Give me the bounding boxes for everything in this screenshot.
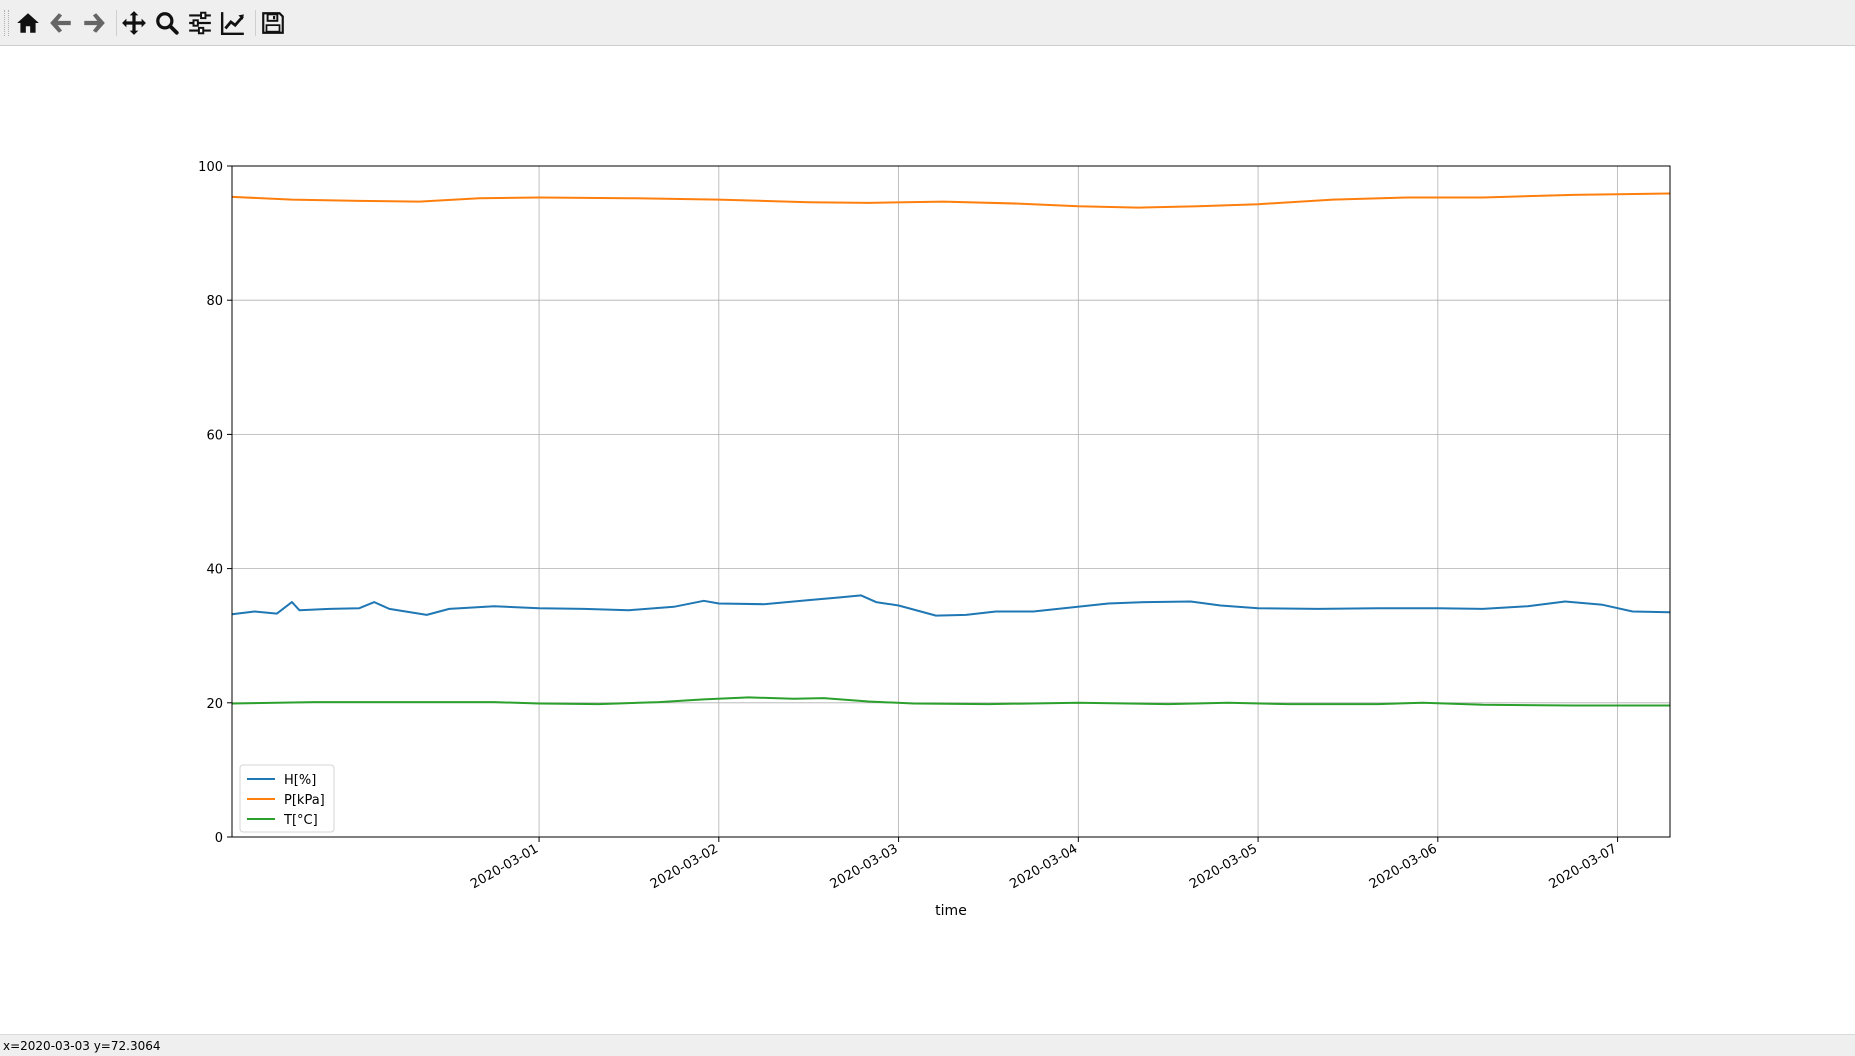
magnifier-icon [156, 12, 179, 35]
legend-entry-label: T[°C] [283, 813, 318, 828]
x-tick-label: 2020-03-07 [1547, 841, 1620, 892]
x-tick-label: 2020-03-04 [1007, 841, 1080, 892]
legend-box [239, 764, 335, 833]
x-tick-label: 2020-03-01 [468, 841, 541, 892]
line-chart: 2020-03-01 2020-03-02 2020-03-03 2020-03-04… [198, 160, 1671, 919]
legend-entry-label: H[%] [284, 773, 316, 788]
forward-button[interactable] [78, 7, 110, 39]
y-tick-label: 40 [206, 563, 223, 578]
x-axis-label: time [935, 903, 967, 919]
legend-entry-label: P[kPa] [284, 793, 325, 808]
pan-button[interactable] [118, 7, 150, 39]
chart-line-icon [220, 12, 244, 36]
back-button[interactable] [45, 7, 77, 39]
save-button[interactable] [257, 7, 289, 39]
floppy-disk-icon [262, 12, 284, 34]
arrow-left-icon [50, 13, 71, 33]
toolbar-separator [116, 10, 117, 36]
figure-canvas[interactable]: 2020-03-01 2020-03-02 2020-03-03 2020-03-04… [0, 47, 1855, 1034]
toolbar-separator [255, 10, 256, 36]
toolbar-grip [4, 10, 9, 36]
series-line-temperature [231, 696, 1670, 707]
toolbar [0, 0, 1855, 46]
home-button[interactable] [12, 7, 44, 39]
x-tick-label: 2020-03-05 [1187, 841, 1260, 892]
y-tick-label: 80 [206, 294, 223, 309]
cursor-coordinates: x=2020-03-03 y=72.3064 [3, 1039, 161, 1053]
y-tick-label: 60 [206, 428, 223, 443]
arrow-right-icon [84, 13, 105, 33]
y-tick-label: 20 [206, 697, 223, 712]
x-tick-label: 2020-03-02 [648, 841, 721, 892]
x-tick-label: 2020-03-06 [1367, 841, 1440, 892]
x-tick-label: 2020-03-03 [828, 841, 901, 892]
configure-subplots-button[interactable] [184, 7, 216, 39]
plot-frame [231, 165, 1671, 838]
home-icon [17, 13, 39, 33]
edit-axis-button[interactable] [217, 7, 249, 39]
move-icon [122, 11, 146, 35]
series-line-humidity [231, 594, 1671, 617]
plot-area [232, 166, 1670, 837]
sliders-icon [189, 11, 211, 35]
y-tick-label: 100 [198, 160, 223, 175]
series-line-pressure [231, 192, 1671, 209]
y-tick-label: 0 [215, 831, 223, 846]
status-bar: x=2020-03-03 y=72.3064 [0, 1034, 1855, 1056]
zoom-button[interactable] [151, 7, 183, 39]
